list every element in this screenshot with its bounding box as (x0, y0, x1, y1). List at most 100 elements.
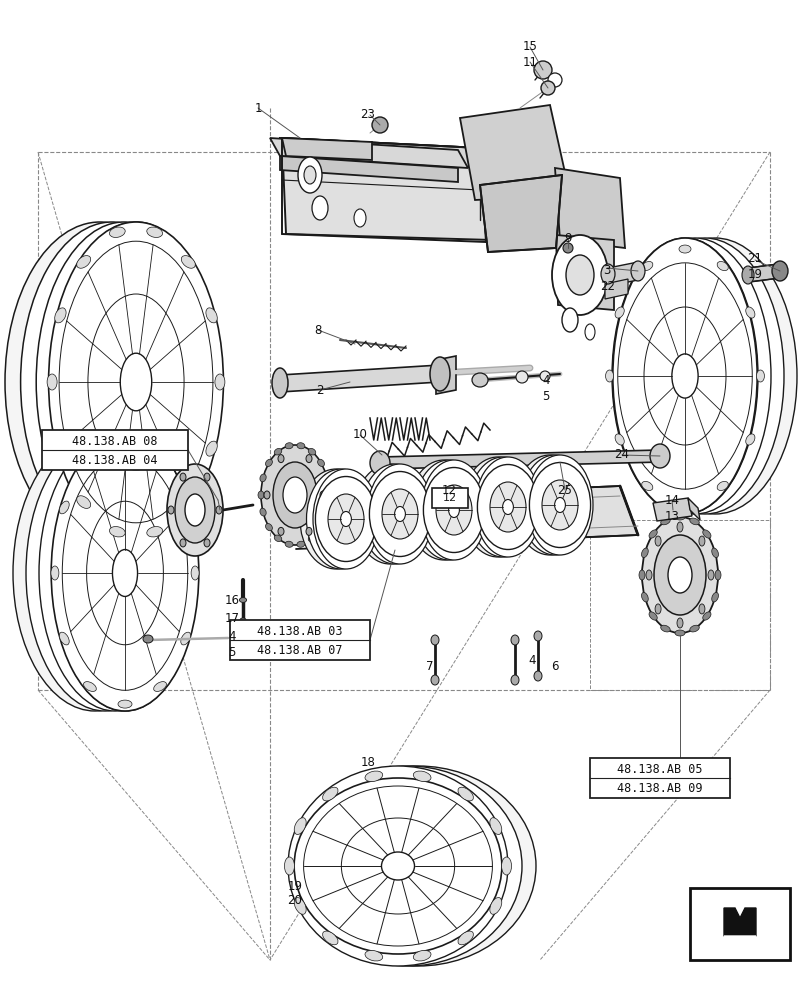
Ellipse shape (47, 374, 57, 390)
Bar (690, 888, 790, 960)
Ellipse shape (458, 787, 473, 801)
Ellipse shape (324, 474, 330, 482)
Ellipse shape (180, 539, 186, 547)
Ellipse shape (83, 682, 96, 691)
Ellipse shape (154, 682, 166, 691)
Ellipse shape (154, 455, 166, 464)
Ellipse shape (283, 477, 307, 513)
Ellipse shape (490, 898, 502, 914)
Ellipse shape (718, 481, 728, 491)
Ellipse shape (278, 527, 284, 535)
Polygon shape (480, 175, 562, 252)
Ellipse shape (304, 166, 316, 184)
Ellipse shape (708, 570, 714, 580)
Ellipse shape (264, 491, 270, 499)
Polygon shape (724, 908, 756, 936)
Ellipse shape (308, 535, 316, 542)
Ellipse shape (679, 245, 691, 253)
Ellipse shape (306, 527, 312, 535)
Ellipse shape (370, 451, 390, 475)
Polygon shape (555, 168, 625, 248)
Ellipse shape (639, 570, 645, 580)
Ellipse shape (318, 524, 325, 531)
Ellipse shape (306, 469, 376, 569)
Ellipse shape (313, 469, 379, 569)
Ellipse shape (312, 196, 328, 220)
Text: 23: 23 (360, 108, 376, 121)
Text: 48.138.AB 05: 48.138.AB 05 (617, 763, 703, 776)
Ellipse shape (661, 625, 670, 632)
Ellipse shape (120, 353, 152, 411)
Ellipse shape (430, 357, 450, 391)
Ellipse shape (690, 518, 699, 525)
Ellipse shape (642, 592, 648, 602)
Polygon shape (605, 279, 628, 299)
Ellipse shape (642, 261, 653, 271)
Polygon shape (280, 156, 458, 182)
Ellipse shape (649, 612, 657, 620)
Ellipse shape (475, 457, 541, 557)
Ellipse shape (552, 235, 608, 315)
Ellipse shape (527, 455, 593, 555)
Text: 12: 12 (441, 484, 457, 496)
Ellipse shape (260, 474, 266, 482)
Ellipse shape (408, 460, 480, 560)
Ellipse shape (677, 522, 683, 532)
Ellipse shape (654, 535, 706, 615)
Ellipse shape (240, 618, 246, 622)
Ellipse shape (642, 548, 648, 558)
Ellipse shape (143, 635, 153, 643)
Text: 25: 25 (558, 484, 572, 496)
Text: 2: 2 (316, 383, 324, 396)
Ellipse shape (5, 222, 195, 542)
Ellipse shape (619, 238, 771, 514)
Polygon shape (296, 486, 638, 549)
Ellipse shape (655, 536, 661, 546)
Ellipse shape (294, 778, 502, 954)
Bar (230, 620, 370, 660)
Ellipse shape (462, 457, 534, 557)
Ellipse shape (642, 481, 653, 491)
Ellipse shape (298, 157, 322, 193)
Ellipse shape (601, 264, 615, 284)
Ellipse shape (77, 496, 90, 508)
Ellipse shape (712, 592, 718, 602)
Ellipse shape (278, 455, 284, 463)
Ellipse shape (204, 473, 210, 481)
Text: 5: 5 (542, 389, 549, 402)
Ellipse shape (168, 506, 174, 514)
Ellipse shape (341, 512, 351, 526)
Ellipse shape (274, 448, 282, 455)
Ellipse shape (360, 464, 430, 564)
Ellipse shape (51, 566, 59, 580)
Ellipse shape (369, 472, 431, 556)
Ellipse shape (36, 222, 212, 542)
Text: 4: 4 (528, 654, 536, 666)
Ellipse shape (315, 477, 377, 562)
Polygon shape (688, 498, 700, 520)
Polygon shape (460, 105, 570, 200)
Text: 1: 1 (255, 102, 262, 114)
Text: 18: 18 (360, 756, 376, 768)
Ellipse shape (718, 261, 728, 271)
Ellipse shape (354, 464, 426, 564)
Ellipse shape (206, 441, 217, 456)
Ellipse shape (542, 480, 578, 530)
Bar (432, 488, 468, 508)
Polygon shape (436, 356, 456, 394)
Ellipse shape (322, 931, 338, 945)
Ellipse shape (746, 307, 755, 318)
Ellipse shape (39, 435, 191, 711)
Ellipse shape (258, 491, 264, 499)
Ellipse shape (326, 491, 332, 499)
Ellipse shape (83, 455, 96, 464)
Ellipse shape (260, 508, 266, 516)
Ellipse shape (563, 243, 573, 253)
Ellipse shape (206, 308, 217, 323)
Text: 21: 21 (747, 251, 763, 264)
Ellipse shape (381, 852, 415, 880)
Ellipse shape (324, 508, 330, 516)
Text: 6: 6 (551, 660, 559, 672)
Text: 48.138.AB 07: 48.138.AB 07 (257, 644, 343, 656)
Ellipse shape (675, 514, 685, 520)
